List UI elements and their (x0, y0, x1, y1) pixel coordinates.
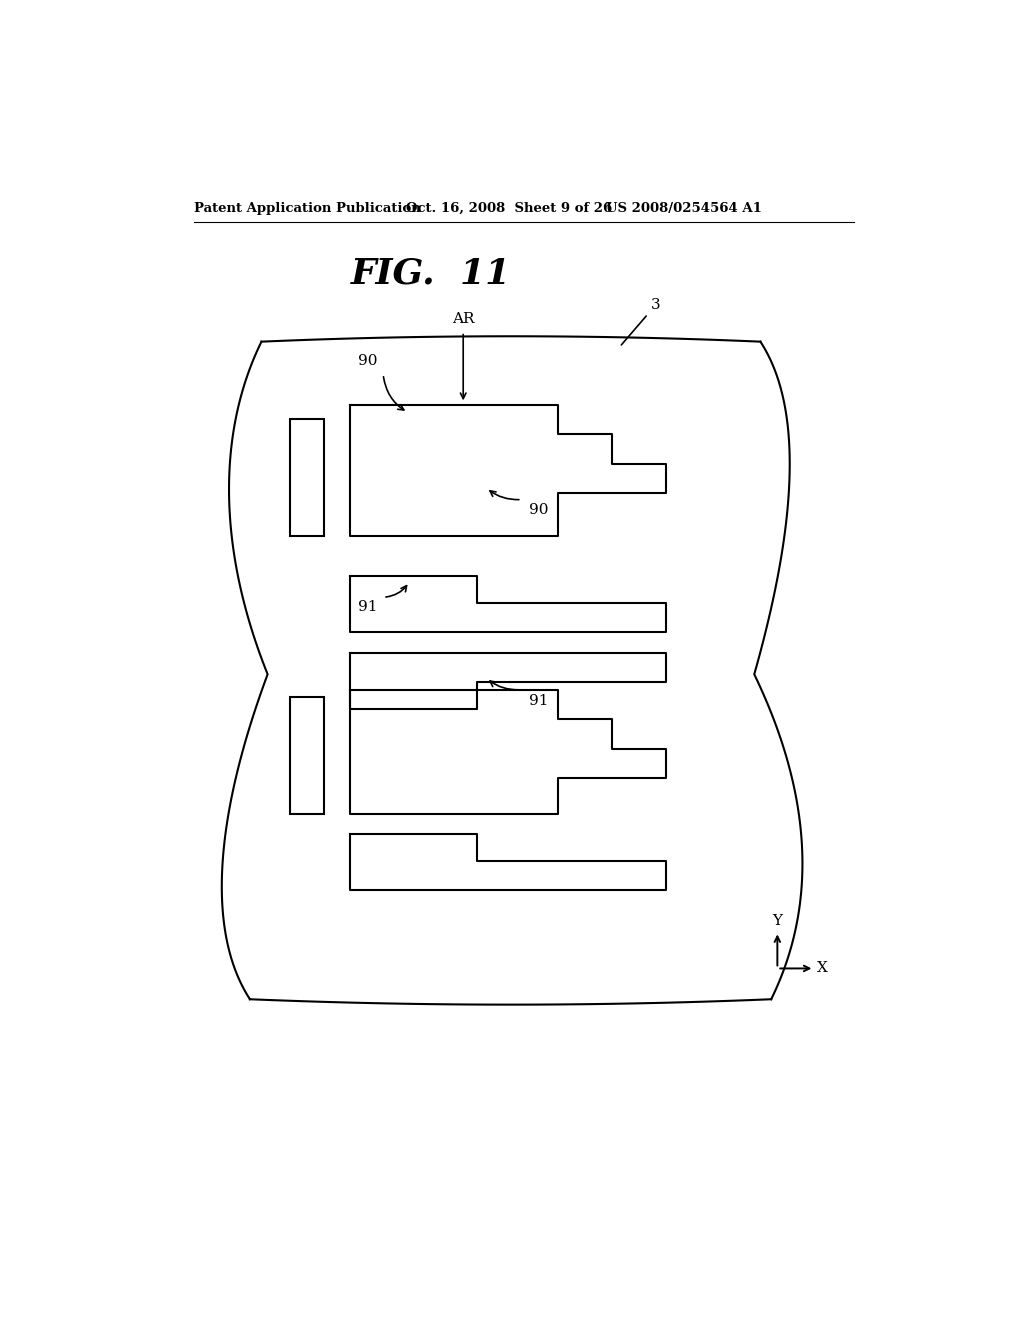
Text: FIG.  11: FIG. 11 (351, 257, 511, 290)
Text: Oct. 16, 2008  Sheet 9 of 26: Oct. 16, 2008 Sheet 9 of 26 (407, 202, 612, 215)
Text: 90: 90 (358, 354, 378, 368)
Bar (290, 697, 324, 814)
Text: X: X (817, 961, 828, 975)
Text: Y: Y (772, 915, 782, 928)
Text: 3: 3 (651, 297, 660, 312)
Text: US 2008/0254564 A1: US 2008/0254564 A1 (606, 202, 762, 215)
Text: Patent Application Publication: Patent Application Publication (195, 202, 421, 215)
Text: AR: AR (452, 313, 474, 326)
Text: 91: 91 (529, 693, 549, 708)
Text: 90: 90 (529, 503, 549, 517)
Text: 91: 91 (358, 599, 378, 614)
Bar (290, 418, 324, 536)
